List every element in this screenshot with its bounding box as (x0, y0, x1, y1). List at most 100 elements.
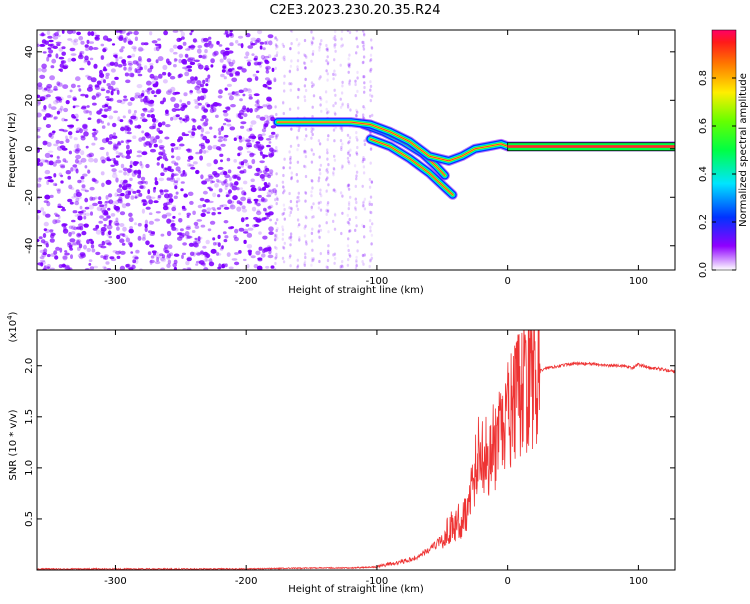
faint-dot (354, 266, 358, 270)
x-tick-label: -200 (235, 276, 258, 287)
faint-dot (347, 221, 350, 225)
noise-dot (147, 87, 153, 91)
colorbar: 0.00.20.40.60.8 Normalized spectral ampl… (698, 29, 749, 278)
noise-dot (50, 65, 55, 69)
noise-dot (43, 105, 47, 110)
noise-dot (46, 253, 51, 258)
snr-xlabel: Height of straight line (km) (288, 584, 424, 595)
noise-dot (230, 226, 235, 229)
faint-dot (318, 235, 321, 239)
noise-dot (170, 223, 175, 228)
x-tick-label: -300 (104, 576, 127, 587)
noise-dot (60, 165, 66, 169)
faint-dot (347, 141, 350, 145)
noise-dot (79, 179, 85, 183)
noise-dot (178, 53, 184, 58)
noise-dot (133, 47, 137, 52)
faint-dot (312, 37, 315, 41)
noise-dot (126, 172, 130, 177)
colorbar-tick-label: 0.8 (698, 70, 709, 86)
faint-dot (289, 210, 292, 215)
noise-dot (200, 118, 205, 122)
noise-dot (181, 207, 187, 212)
noise-dot (92, 134, 96, 138)
noise-dot (39, 96, 46, 101)
noise-dot (250, 184, 256, 188)
faint-dot (370, 242, 373, 246)
noise-dot (250, 188, 256, 193)
noise-dot (126, 152, 130, 156)
noise-dot (180, 173, 185, 177)
noise-dot (165, 212, 172, 217)
noise-dot (171, 206, 177, 212)
faint-dot (334, 43, 337, 47)
faint-dot (274, 191, 278, 195)
noise-dot (186, 212, 191, 216)
faint-dot (355, 260, 358, 264)
noise-dot (120, 126, 125, 132)
faint-dot (275, 135, 278, 139)
noise-dot (180, 106, 186, 112)
noise-dot (67, 57, 72, 63)
noise-dot (227, 169, 232, 174)
noise-dot (245, 217, 249, 220)
faint-dot (362, 55, 366, 59)
faint-dot (369, 58, 373, 62)
noise-dot (256, 104, 261, 110)
faint-dot (355, 36, 358, 40)
noise-dot (69, 238, 76, 243)
noise-dot (129, 177, 133, 182)
noise-dot (104, 200, 111, 204)
noise-dot (204, 42, 208, 47)
noise-dot (59, 140, 64, 145)
noise-dot (249, 124, 253, 128)
noise-dot (204, 49, 208, 54)
noise-dot (237, 166, 242, 170)
noise-dot (53, 100, 59, 105)
faint-dot (327, 251, 330, 255)
noise-dot (38, 236, 43, 240)
noise-dot (251, 53, 255, 56)
noise-dot (68, 131, 73, 136)
noise-dot (149, 232, 155, 236)
noise-dot (229, 32, 233, 37)
noise-dot (253, 93, 260, 97)
noise-dot (74, 158, 79, 164)
noise-dot (45, 213, 51, 218)
noise-dot (121, 46, 125, 49)
noise-dot (56, 81, 61, 86)
noise-dot (150, 107, 155, 113)
noise-dot (245, 139, 251, 142)
noise-dot (62, 255, 68, 260)
faint-dot (310, 59, 313, 63)
noise-dot (237, 66, 243, 70)
faint-dot (370, 45, 373, 49)
noise-dot (82, 212, 87, 216)
noise-dot (267, 34, 274, 39)
noise-dot (150, 148, 156, 153)
noise-dot (119, 34, 124, 40)
noise-dot (87, 75, 93, 79)
noise-dot (77, 215, 83, 221)
noise-dot (128, 118, 132, 123)
noise-dot (90, 77, 97, 83)
noise-dot (226, 31, 231, 37)
noise-dot (174, 162, 179, 166)
noise-dot (192, 38, 197, 43)
faint-dot (340, 128, 344, 132)
faint-dot (325, 221, 328, 225)
faint-dot (370, 46, 374, 50)
faint-dot (326, 170, 329, 174)
noise-dot (218, 188, 223, 193)
noise-dot (266, 103, 271, 107)
noise-dot (137, 73, 143, 77)
noise-dot (159, 100, 165, 105)
faint-dot (326, 209, 330, 213)
noise-dot (145, 240, 150, 246)
noise-dot (262, 186, 266, 191)
noise-dot (120, 179, 124, 185)
noise-dot (227, 199, 233, 204)
noise-dot (116, 255, 121, 259)
faint-dot (281, 228, 285, 232)
